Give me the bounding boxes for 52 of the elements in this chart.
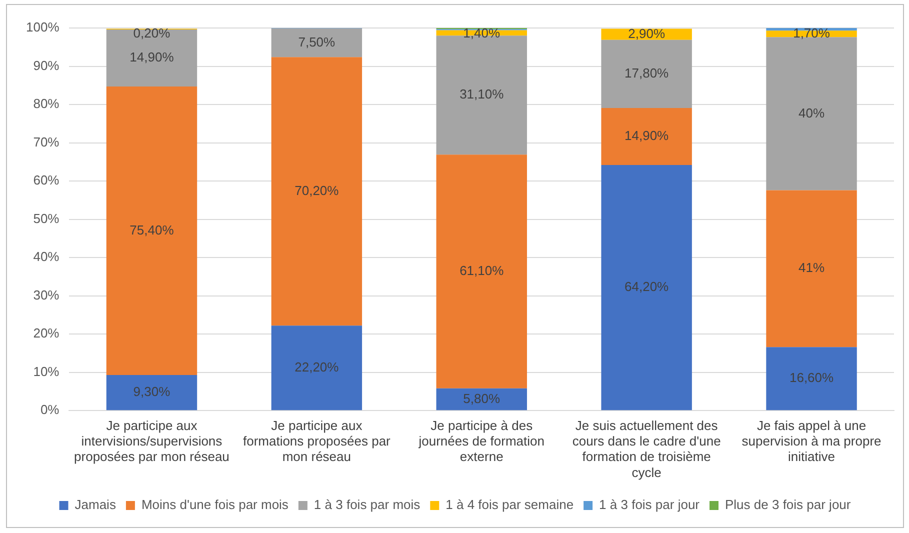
data-label: 5,80% xyxy=(463,390,500,406)
data-label: 64,20% xyxy=(624,279,670,294)
y-tick-label: 30% xyxy=(33,287,60,302)
bar xyxy=(601,164,692,410)
y-tick-label: 80% xyxy=(33,96,60,112)
data-label: 75,40% xyxy=(130,222,174,238)
bar xyxy=(106,375,198,410)
data-label: 61,10% xyxy=(460,263,504,278)
bar xyxy=(106,30,198,87)
y-tick-label: 60% xyxy=(33,172,60,188)
x-tick-label: Je participe aux formations proposées par mon réseau xyxy=(242,418,392,464)
y-tick-label: 40% xyxy=(33,249,60,264)
data-label: 40% xyxy=(798,105,825,120)
x-tick-label: Je participe aux intervisions/supervisions proposées par mon réseau xyxy=(74,418,230,464)
data-label: 14,90% xyxy=(624,128,670,144)
bar xyxy=(271,326,362,410)
bar xyxy=(436,154,527,388)
legend-label: Jamais xyxy=(74,497,116,512)
y-tick-label: 90% xyxy=(33,58,60,73)
bar xyxy=(271,28,362,58)
data-label: 17,80% xyxy=(624,65,670,80)
y-tick-label: 70% xyxy=(33,134,60,150)
legend-label: Moins d'une fois par mois xyxy=(141,497,289,512)
x-tick-label: Je suis actuellement des cours dans le cadre d'une formation de troisième cycle xyxy=(572,418,721,480)
y-tick-label: 100% xyxy=(26,20,60,35)
y-tick-label: 0% xyxy=(40,402,60,418)
bar xyxy=(601,40,692,108)
bar xyxy=(766,347,857,410)
bar xyxy=(106,86,198,376)
y-tick-label: 10% xyxy=(33,364,60,379)
legend-label: Plus de 3 fois par jour xyxy=(725,497,852,512)
data-label: 31,10% xyxy=(460,86,504,102)
data-label: 14,90% xyxy=(130,50,174,65)
x-tick-label: Je fais appel à une supervision à ma propre initiative xyxy=(742,418,882,464)
y-tick-label: 50% xyxy=(33,210,60,226)
bar xyxy=(271,57,362,326)
data-label: 16,60% xyxy=(789,370,834,386)
legend-label: 1 à 3 fois par jour xyxy=(599,497,700,512)
bar xyxy=(436,388,527,410)
data-label: 9,30% xyxy=(133,384,171,400)
y-tick-label: 20% xyxy=(33,326,60,341)
legend-label: 1 à 3 fois par mois xyxy=(314,497,421,512)
legend-label: 1 à 4 fois par semaine xyxy=(446,497,574,512)
bar xyxy=(766,190,857,348)
data-label: 22,20% xyxy=(294,359,340,374)
data-label: 0,20% xyxy=(133,26,171,41)
bar xyxy=(601,108,692,165)
data-label: 70,20% xyxy=(294,182,340,198)
data-label: 41% xyxy=(798,260,825,276)
x-tick-label: Je participe à des journées de formation externe xyxy=(418,418,544,464)
data-label: 2,90% xyxy=(628,26,666,41)
data-label: 7,50% xyxy=(298,34,336,50)
